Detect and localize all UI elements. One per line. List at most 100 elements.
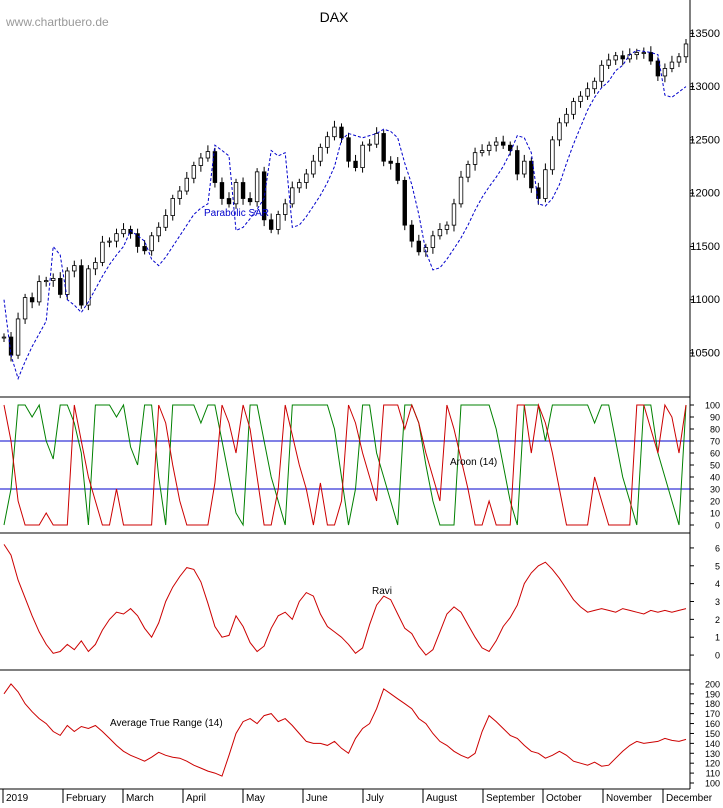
candle-body xyxy=(304,173,309,183)
y-tick-label-2-2: 2 xyxy=(715,615,720,625)
atr-panel xyxy=(3,683,687,777)
candle-body xyxy=(648,52,654,62)
candle-body xyxy=(205,151,211,159)
candle-body xyxy=(170,198,175,216)
candle xyxy=(114,228,119,248)
candle xyxy=(479,144,485,157)
candle xyxy=(163,209,168,232)
aroon-panel xyxy=(3,403,687,527)
candle-body xyxy=(599,64,604,82)
y-tick-label-1-50: 50 xyxy=(710,461,720,471)
candle-body xyxy=(613,55,618,61)
candle xyxy=(332,120,337,141)
candle xyxy=(465,160,471,183)
aroon-up-line xyxy=(3,403,687,527)
candle xyxy=(641,47,647,59)
candle-body xyxy=(416,240,422,253)
y-tick-label-3-130: 130 xyxy=(705,749,720,759)
candle-body xyxy=(683,43,689,58)
candle-body xyxy=(149,235,154,252)
candle-body xyxy=(247,198,253,203)
candle-body xyxy=(43,280,49,283)
candle-body xyxy=(311,160,316,175)
y-tick-label-1-0: 0 xyxy=(715,521,720,531)
x-tick-label-7: August xyxy=(426,793,457,803)
candle-body xyxy=(655,60,661,77)
ravi-line xyxy=(3,544,687,656)
candle xyxy=(486,141,492,156)
candle-body xyxy=(198,157,204,166)
candle-body xyxy=(458,176,464,205)
candle-body xyxy=(374,133,379,145)
candle-body xyxy=(430,235,436,248)
aroon-title: Aroon (14) xyxy=(450,457,497,468)
candle-body xyxy=(86,268,91,306)
candle xyxy=(226,192,232,208)
candle-body xyxy=(522,160,527,175)
candle xyxy=(43,276,49,287)
candle xyxy=(79,259,84,309)
candle xyxy=(648,46,654,65)
candle xyxy=(381,129,386,167)
candle-body xyxy=(290,187,295,205)
candle xyxy=(353,154,358,172)
y-tick-label-3-100: 100 xyxy=(705,779,720,789)
y-tick-label-3-160: 160 xyxy=(705,719,720,729)
y-tick-label-3-170: 170 xyxy=(705,709,720,719)
candle-body xyxy=(395,162,400,181)
candle-body xyxy=(212,151,218,183)
candle-body xyxy=(634,52,639,56)
candle xyxy=(72,260,77,278)
candle-body xyxy=(402,179,407,226)
candle-body xyxy=(318,146,323,162)
candle xyxy=(402,176,407,231)
candle xyxy=(29,292,35,309)
candle xyxy=(522,154,527,178)
ravi-panel xyxy=(3,544,687,656)
candle-body xyxy=(1,336,7,339)
x-tick-label-2: March xyxy=(126,793,154,803)
candle-body xyxy=(107,240,112,243)
candle-body xyxy=(29,297,35,303)
candle-body xyxy=(93,262,98,270)
candle-body xyxy=(493,141,499,146)
candle-body xyxy=(100,241,105,263)
y-tick-label-3-140: 140 xyxy=(705,739,720,749)
candle xyxy=(578,91,583,108)
candle-body xyxy=(585,88,590,97)
y-tick-label-3-200: 200 xyxy=(705,679,720,689)
y-tick-label-2-3: 3 xyxy=(715,597,720,607)
candle-body xyxy=(381,133,386,162)
candle-body xyxy=(662,68,668,77)
candle xyxy=(142,240,147,255)
candle xyxy=(416,234,422,256)
candle xyxy=(360,141,365,173)
candle-body xyxy=(543,169,548,199)
y-tick-label-1-40: 40 xyxy=(710,473,720,483)
candle-body xyxy=(36,281,42,303)
y-tick-label-0-12500: 12500 xyxy=(689,134,720,146)
candle-body xyxy=(283,203,288,215)
candle xyxy=(107,237,112,248)
candle xyxy=(240,177,246,205)
candle-body xyxy=(121,229,126,235)
candle-body xyxy=(444,224,450,230)
candle-body xyxy=(254,171,260,203)
y-axis-labels: 1050011000115001200012500130001350001020… xyxy=(689,28,720,789)
candle xyxy=(451,198,457,232)
candle xyxy=(620,50,625,66)
watermark: www.chartbuero.de xyxy=(5,15,109,29)
candle-body xyxy=(353,160,358,168)
candle-body xyxy=(58,278,63,295)
x-tick-label-6: July xyxy=(366,793,384,803)
candle xyxy=(58,272,63,299)
candle-body xyxy=(65,270,70,295)
candle xyxy=(177,186,182,205)
candle-body xyxy=(177,190,182,199)
candle-body xyxy=(641,52,647,54)
candle xyxy=(268,213,274,234)
candle-body xyxy=(620,55,625,60)
candle xyxy=(606,53,611,70)
candle xyxy=(276,210,281,235)
